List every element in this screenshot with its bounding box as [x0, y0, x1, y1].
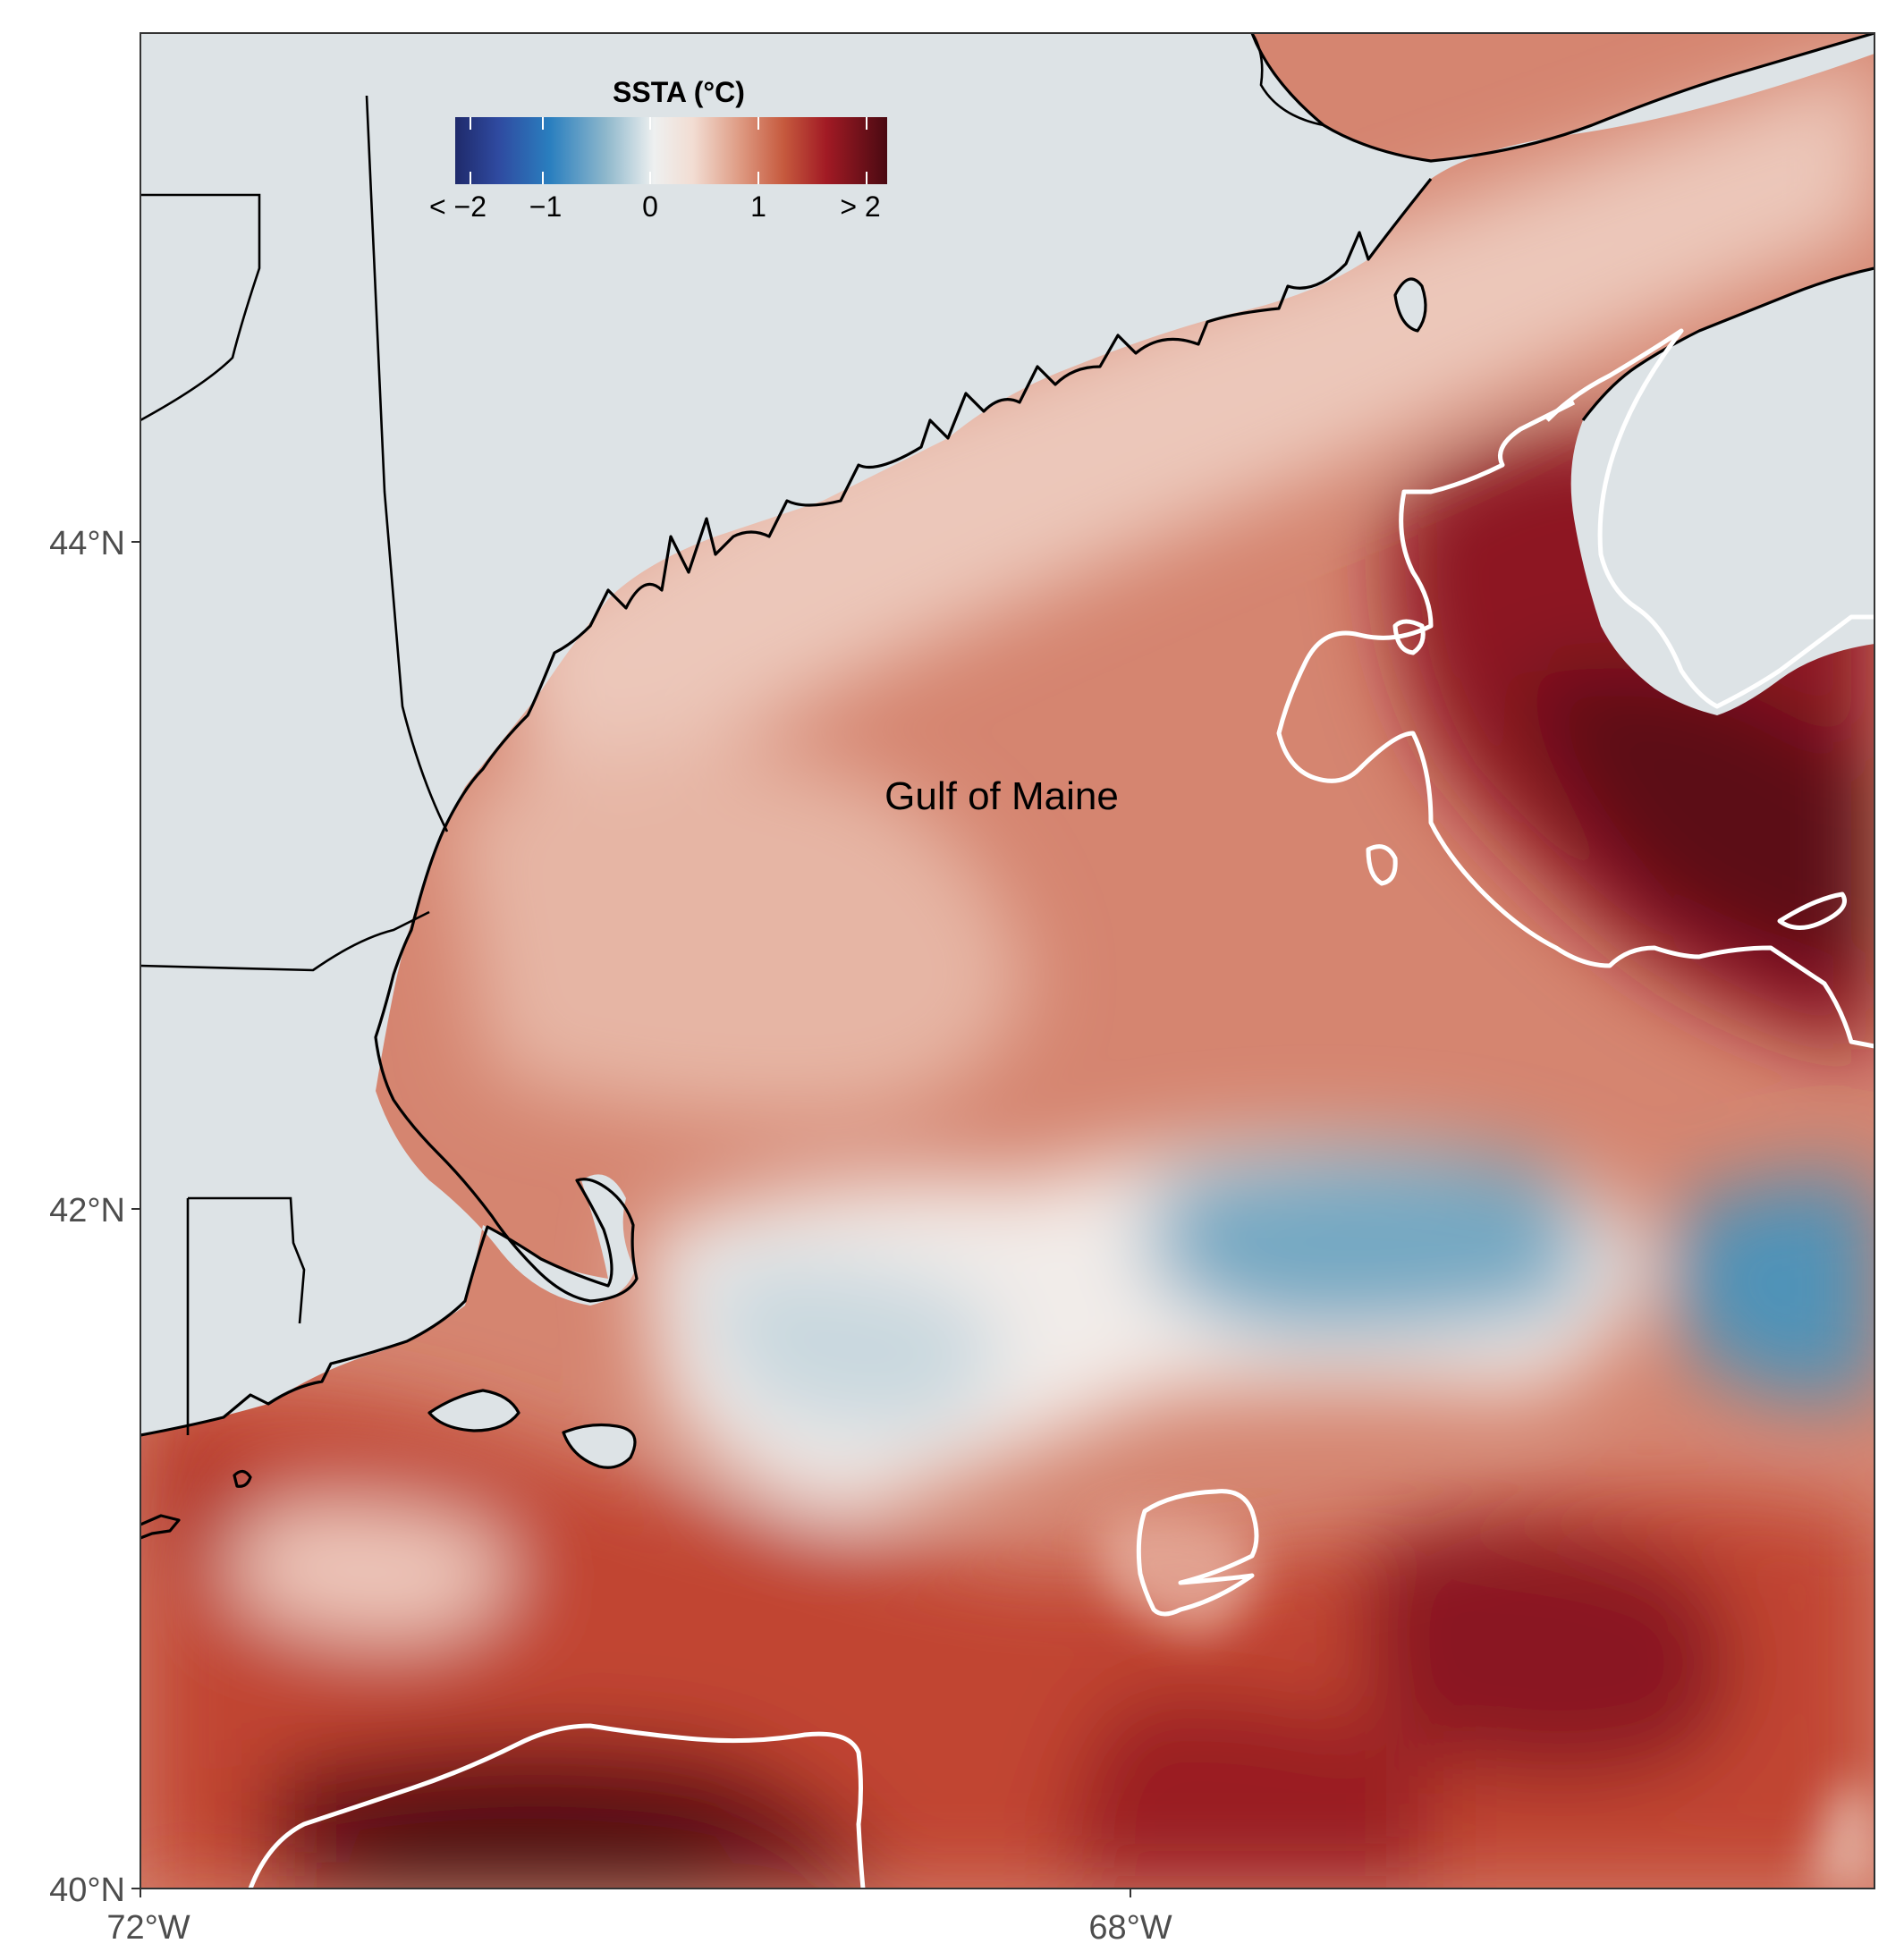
y-tick-label-42n: 42°N [49, 1192, 125, 1230]
coastlines [140, 33, 1874, 1540]
x-tick-label-72w: 72°W [106, 1909, 190, 1947]
coastline-nova-scotia [1581, 266, 1874, 421]
ssta-field [140, 55, 1874, 1889]
coastline-block-island [233, 1469, 252, 1488]
coastline-marthas-vineyard [427, 1389, 520, 1432]
legend: SSTA (°C) < −2 −1 0 1 > 2 [429, 76, 887, 223]
contour-southern [248, 1723, 866, 1889]
x-tick-label-68w: 68°W [1088, 1909, 1172, 1947]
border-nh-me [365, 95, 449, 832]
border-vt-nh [140, 193, 261, 422]
border-ma-north [140, 910, 430, 972]
contour-nova-scotia-coast [1545, 328, 1874, 709]
border-me-nb [1250, 33, 1324, 127]
state-borders [140, 33, 1324, 1435]
legend-colorbar [455, 117, 887, 184]
coastline-long-island-tip [140, 1514, 181, 1540]
legend-tick-label-3: 0 [642, 190, 658, 223]
coastline-nantucket [562, 1423, 637, 1469]
legend-ticks [470, 117, 867, 184]
panel-frame [140, 32, 1875, 1889]
place-label-gulf-of-maine: Gulf of Maine [884, 774, 1119, 818]
legend-title: SSTA (°C) [613, 76, 745, 108]
contour-islet-3 [1777, 891, 1847, 930]
border-ri-ma [188, 1196, 306, 1324]
legend-tick-label-4: 1 [750, 190, 766, 223]
mainland [140, 33, 1874, 1435]
y-axis: 44°N 42°N 40°N [49, 525, 140, 1909]
coastline-main [140, 33, 1874, 1437]
contour-eastern [1276, 400, 1874, 1049]
y-tick-label-40n: 40°N [49, 1872, 125, 1909]
legend-tick-label-5: > 2 [840, 190, 880, 223]
coastline-grand-manan [1393, 277, 1427, 333]
contour-islet-2 [1366, 844, 1398, 886]
contours [248, 328, 1874, 1889]
legend-tick-label-2: −1 [529, 190, 562, 223]
contour-eastern-islet [1392, 619, 1426, 655]
contour-georges-bank [1136, 1489, 1259, 1617]
legend-tick-label-1: < −2 [429, 190, 487, 223]
x-axis: 72°W 68°W [106, 1889, 1172, 1947]
y-tick-label-44n: 44°N [49, 525, 125, 562]
map-panel: Gulf of Maine [140, 33, 1874, 1889]
